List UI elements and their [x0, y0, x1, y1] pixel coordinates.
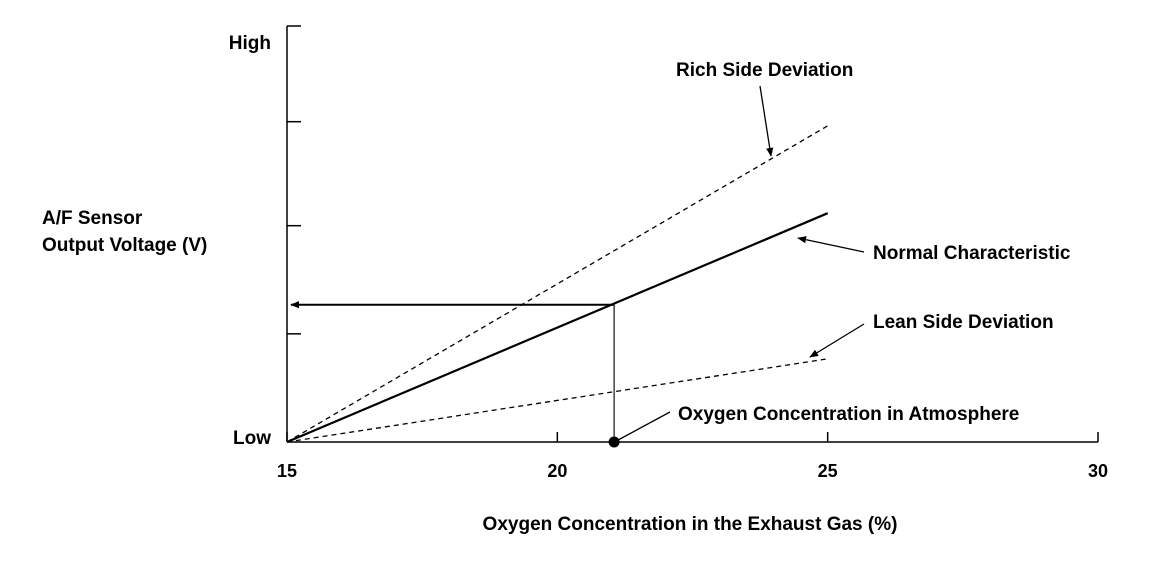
y-axis-label-line-1: A/F Sensor	[42, 208, 143, 229]
x-tick-label-30: 30	[1088, 461, 1108, 481]
annotations: Rich Side Deviation Normal Characteristic…	[617, 60, 1071, 441]
y-ticks	[287, 25, 301, 335]
series-line-normal-characteristic	[286, 212, 829, 444]
reference-point	[608, 436, 620, 448]
y-tick-label-high: High	[229, 33, 271, 54]
x-tick-label-25: 25	[818, 461, 838, 481]
annotation-label-lean-side-deviation: Lean Side Deviation	[873, 312, 1054, 333]
annotation-leader-rich-side-deviation	[759, 85, 774, 157]
x-ticks: 15 20 25 30	[277, 432, 1108, 481]
y-tick-label-low: Low	[233, 428, 271, 449]
axes	[286, 26, 1098, 443]
annotation-label-rich-side-deviation: Rich Side Deviation	[676, 60, 853, 81]
series-line-lean-side-deviation	[286, 358, 828, 443]
x-tick-label-20: 20	[547, 461, 567, 481]
annotation-leader-lean-side-deviation	[809, 323, 865, 358]
annotation-leader-normal-characteristic	[797, 236, 865, 253]
x-tick-label-15: 15	[277, 461, 297, 481]
annotation-label-atmosphere-reference: Oxygen Concentration in Atmosphere	[678, 404, 1019, 425]
x-axis-label: Oxygen Concentration in the Exhaust Gas …	[483, 514, 898, 535]
annotation-leader-atmosphere-reference	[617, 411, 671, 441]
reference-group	[290, 301, 620, 448]
series-group	[286, 125, 829, 444]
y-axis-label-line-2: Output Voltage (V)	[42, 235, 207, 256]
series-line-rich-side-deviation	[286, 125, 829, 443]
annotation-label-normal-characteristic: Normal Characteristic	[873, 243, 1071, 264]
